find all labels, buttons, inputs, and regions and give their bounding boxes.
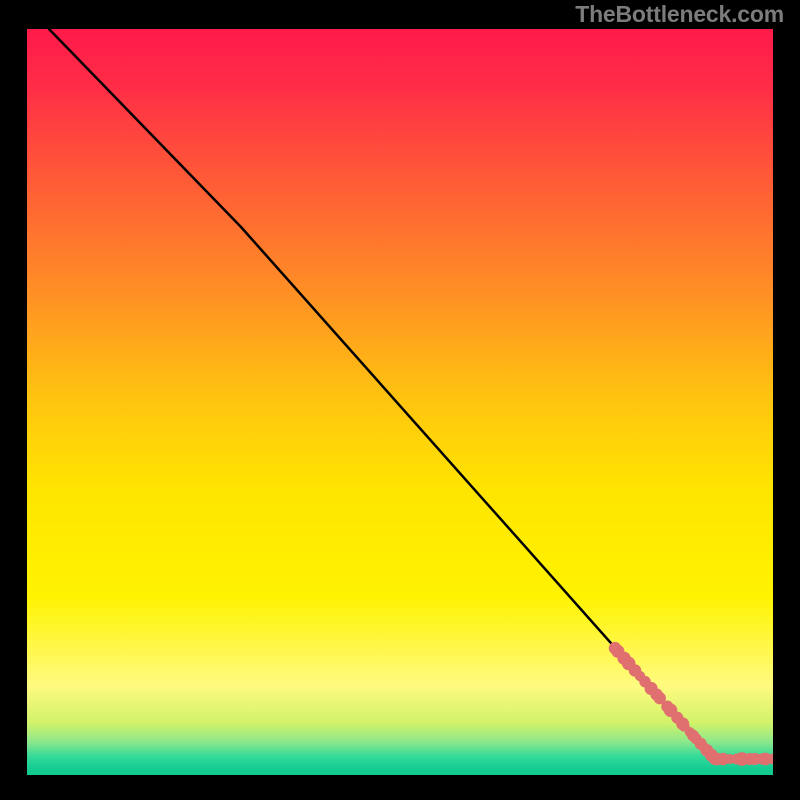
bottleneck-chart <box>27 29 773 775</box>
attribution-text: TheBottleneck.com <box>575 0 784 28</box>
chart-frame: TheBottleneck.com <box>0 0 800 800</box>
chart-background <box>27 29 773 775</box>
